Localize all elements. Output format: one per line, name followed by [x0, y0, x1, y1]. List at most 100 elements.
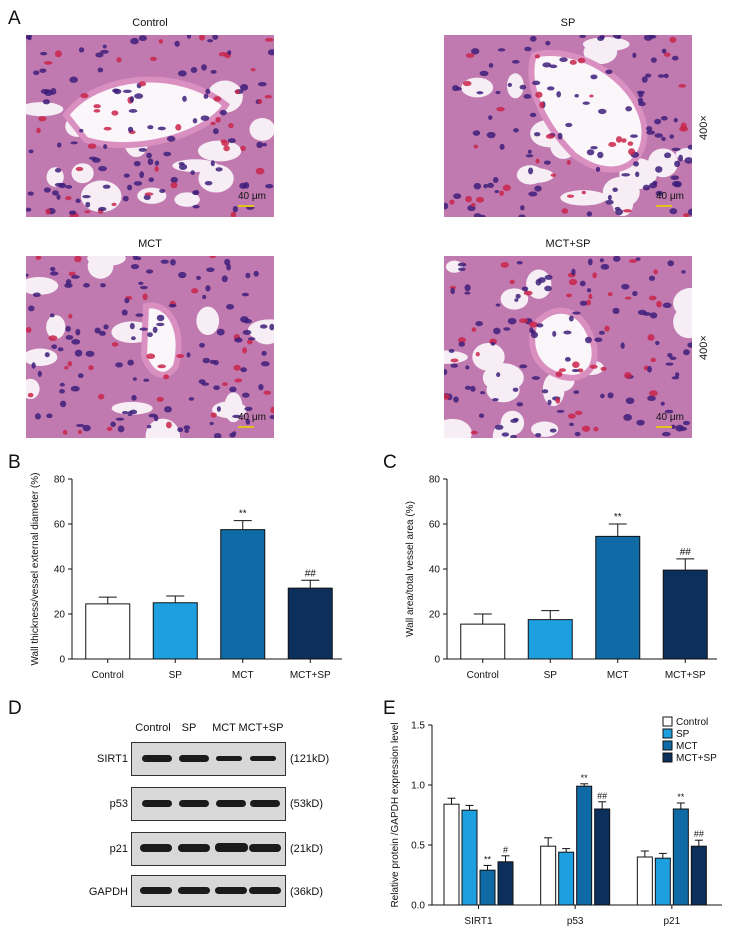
cell-nucleus [555, 371, 563, 378]
x-tick-label: MCT [607, 670, 629, 681]
cell-nucleus [525, 154, 534, 158]
significance-mark: # [503, 845, 508, 855]
bar [527, 619, 573, 660]
cell-nucleus [518, 214, 526, 217]
cell-nucleus [102, 184, 111, 189]
cell-nucleus [657, 74, 665, 78]
cell-nucleus [599, 258, 604, 263]
alveolar-space [26, 102, 64, 117]
cell-nucleus [462, 80, 472, 87]
cell-nucleus [625, 106, 632, 112]
cell-nucleus [59, 382, 65, 387]
cell-nucleus [129, 322, 135, 330]
cell-nucleus [519, 318, 529, 324]
cell-nucleus [564, 357, 571, 362]
alveolar-space [482, 363, 524, 393]
cell-nucleus [501, 432, 510, 437]
cell-nucleus [255, 167, 265, 175]
wb-band [250, 800, 280, 807]
cell-nucleus [206, 267, 215, 273]
cell-nucleus [265, 183, 274, 189]
legend-label: Control [676, 717, 708, 728]
cell-nucleus [235, 89, 240, 95]
cell-nucleus [584, 336, 592, 344]
cell-nucleus [97, 67, 104, 73]
cell-nucleus [565, 122, 573, 128]
wb-lane-mct-sp: MCT+SP [238, 722, 284, 734]
cell-nucleus [628, 259, 638, 263]
cell-nucleus [649, 182, 658, 189]
cell-nucleus [492, 397, 499, 402]
cell-nucleus [192, 190, 198, 196]
cell-nucleus [486, 131, 496, 139]
cell-nucleus [550, 173, 557, 177]
cell-nucleus [269, 415, 274, 420]
alveolar-space [197, 140, 242, 162]
cell-nucleus [539, 101, 545, 109]
histology-title-control: Control [132, 17, 168, 29]
cell-nucleus [628, 148, 636, 156]
cell-nucleus [139, 327, 148, 331]
cell-nucleus [627, 141, 634, 146]
cell-nucleus [98, 206, 107, 212]
cell-nucleus [103, 144, 108, 150]
y-tick-label: 0 [59, 655, 65, 666]
cell-nucleus [190, 170, 195, 175]
cell-nucleus [210, 121, 216, 126]
cell-nucleus [667, 352, 673, 358]
scale-label-mct: 40 μm [238, 412, 266, 423]
y-tick-label: 0.0 [411, 901, 425, 912]
cell-nucleus [494, 424, 504, 430]
cell-nucleus [157, 364, 166, 369]
cell-nucleus [452, 84, 459, 92]
cell-nucleus [54, 50, 62, 58]
cell-nucleus [660, 115, 668, 121]
bar [85, 603, 131, 660]
cell-nucleus [664, 409, 674, 414]
cell-nucleus [28, 305, 35, 312]
cell-nucleus [227, 50, 232, 55]
cell-nucleus [465, 53, 475, 58]
panel-label-a: A [8, 8, 21, 29]
cell-nucleus [132, 256, 138, 261]
cell-nucleus [264, 37, 274, 42]
wb-band [142, 800, 172, 807]
x-tick-label: SIRT1 [464, 916, 493, 927]
scale-bar-mct [238, 426, 254, 428]
cell-nucleus [233, 364, 241, 371]
cell-nucleus [654, 118, 662, 125]
legend-swatch [662, 740, 673, 751]
bar [558, 851, 575, 906]
cell-nucleus [486, 182, 495, 188]
cell-nucleus [453, 193, 462, 199]
cell-nucleus [529, 112, 537, 118]
cell-nucleus [667, 260, 675, 267]
cell-nucleus [147, 158, 154, 166]
cell-nucleus [661, 136, 666, 142]
cell-nucleus [146, 353, 156, 360]
cell-nucleus [605, 199, 614, 205]
cell-nucleus [507, 82, 513, 87]
cell-nucleus [587, 258, 593, 266]
cell-nucleus [632, 52, 637, 59]
cell-nucleus [450, 358, 459, 363]
cell-nucleus [38, 116, 47, 122]
legend-swatch [662, 716, 673, 727]
cell-nucleus [116, 57, 122, 63]
cell-nucleus [513, 128, 519, 133]
y-tick-label: 60 [429, 520, 441, 531]
cell-nucleus [528, 321, 538, 328]
cell-nucleus [32, 292, 41, 298]
histology-image-sp [444, 35, 692, 217]
cell-nucleus [209, 256, 216, 259]
alveolar-space [137, 187, 167, 204]
cell-nucleus [166, 135, 176, 142]
chart-b-wall-thickness: 0 20 40 60 80 Wall thickness/vessel external … [30, 472, 342, 681]
cell-nucleus [133, 160, 141, 167]
cell-nucleus [154, 166, 159, 172]
cell-nucleus [669, 356, 677, 361]
y-tick-label: 20 [429, 610, 441, 621]
cell-nucleus [113, 88, 122, 95]
cell-nucleus [586, 211, 593, 217]
alveolar-space [445, 260, 463, 273]
